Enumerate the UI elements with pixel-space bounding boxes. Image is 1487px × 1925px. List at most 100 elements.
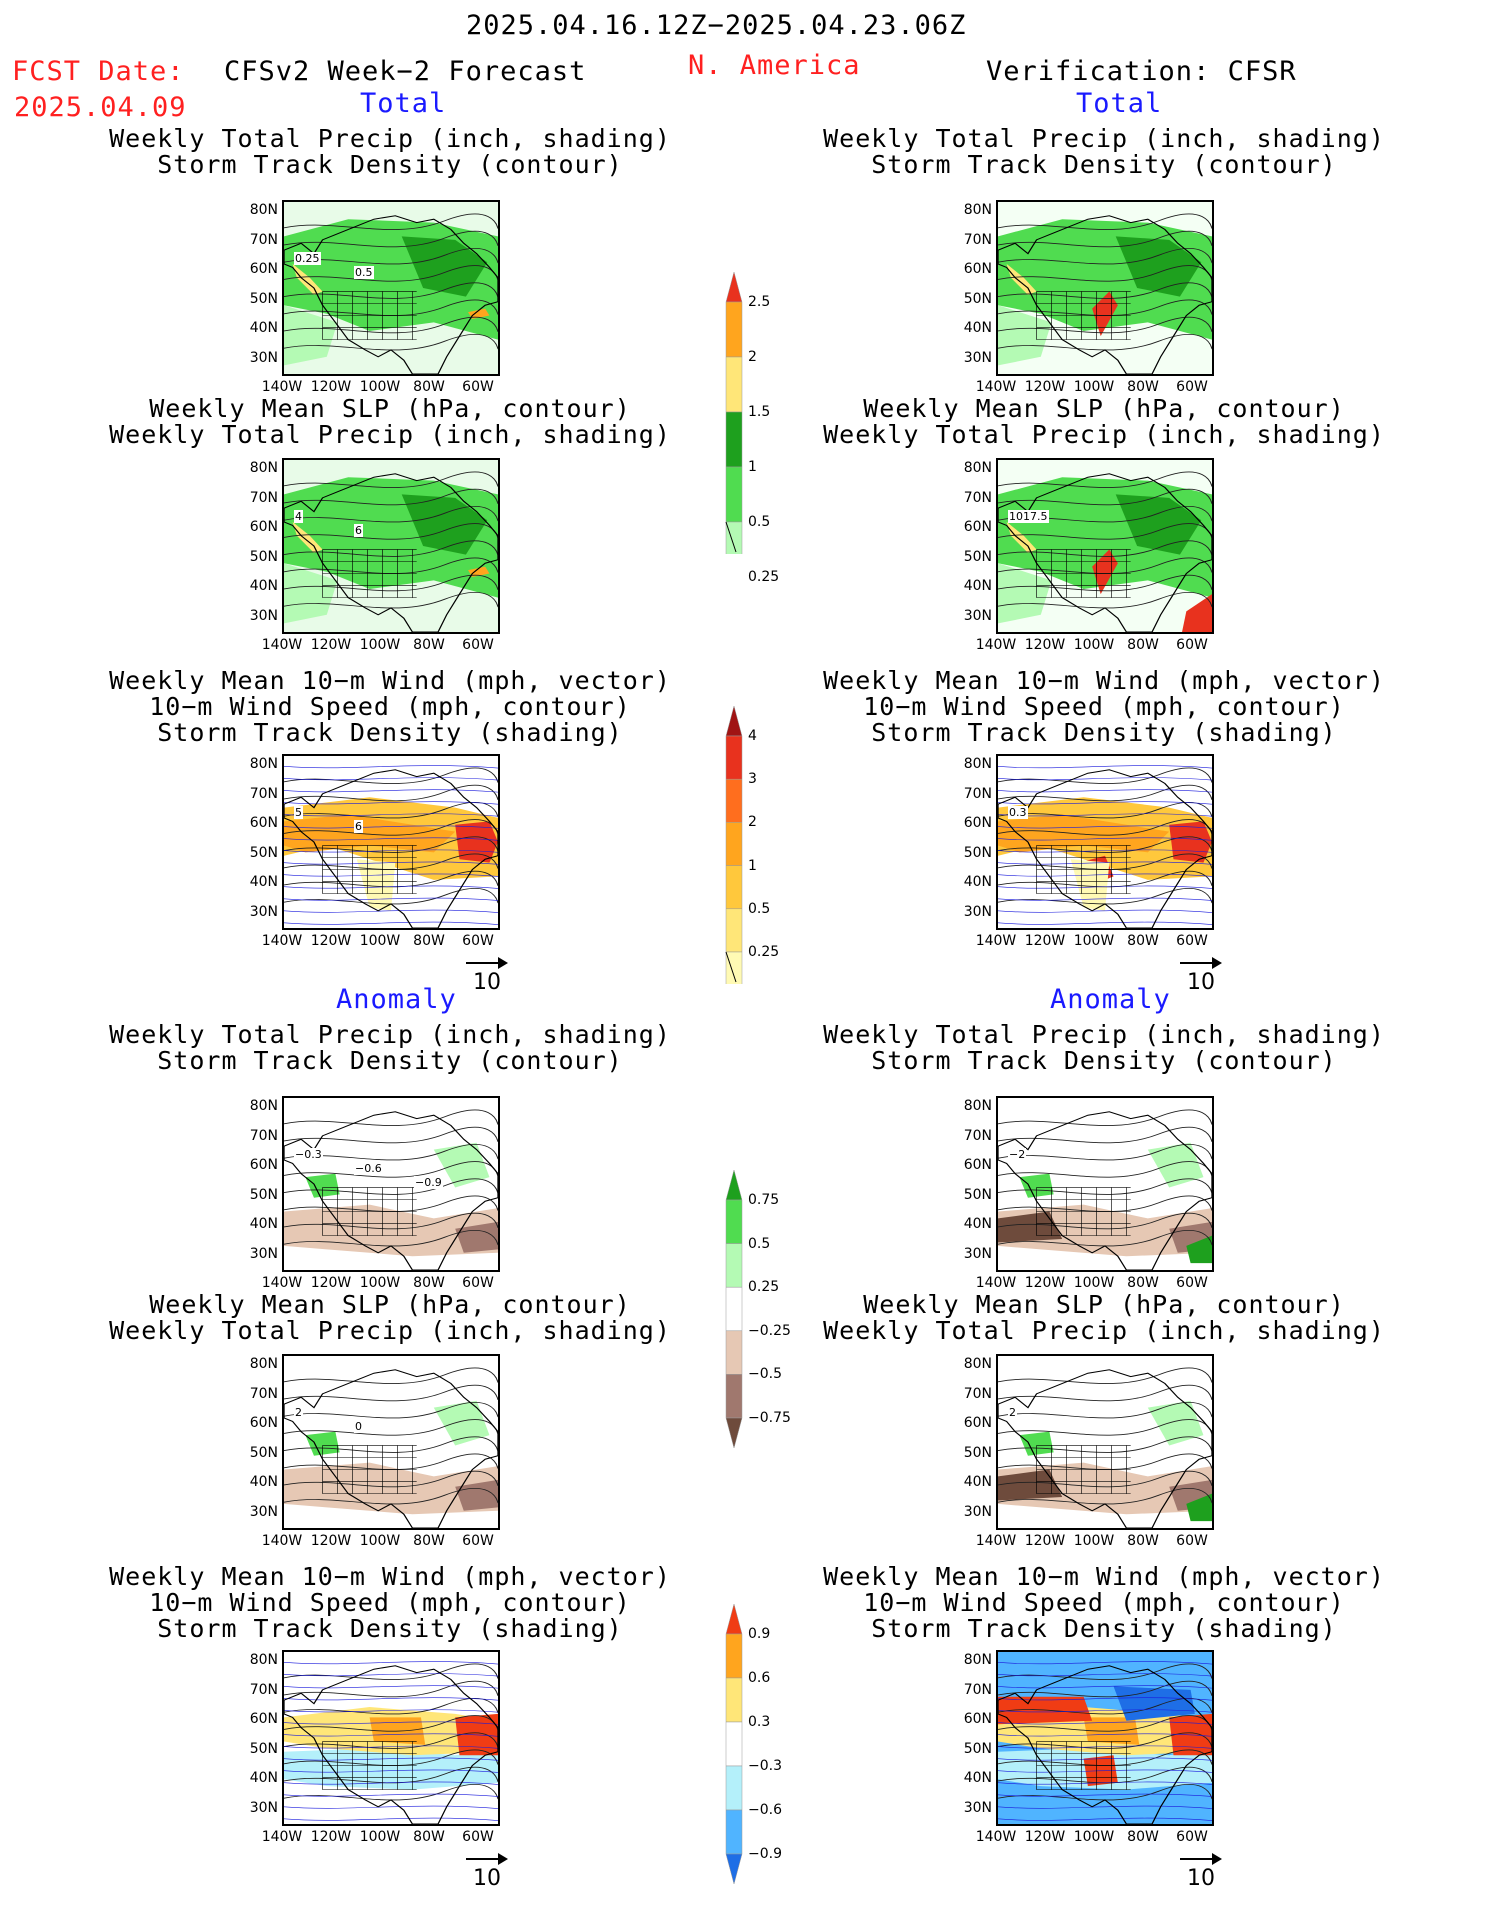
arrow-right-icon (462, 1852, 512, 1866)
panel-title-line: Storm Track Density (contour) (871, 1046, 1337, 1075)
arrow-right-icon (1176, 1852, 1226, 1866)
lat-tick-label: 30N (249, 349, 278, 366)
lat-tick-label: 50N (249, 1186, 278, 1203)
panel-title-line: Weekly Total Precip (inch, shading) (823, 1020, 1385, 1049)
panel-title-line: 10−m Wind Speed (mph, contour) (149, 692, 631, 721)
lon-tick-label: 100W (1073, 1533, 1115, 1549)
verification-title: Verification: CFSR (986, 56, 1297, 87)
map-graphic (998, 460, 1212, 632)
colorbar-label: 0.5 (748, 514, 771, 530)
lat-tick-label: 70N (249, 1681, 278, 1698)
panel-title-line: Weekly Mean SLP (hPa, contour) (863, 394, 1345, 423)
lon-tick-label: 80W (413, 379, 445, 395)
panel-title-line: Storm Track Density (shading) (871, 1614, 1337, 1643)
panel-title-line: Weekly Total Precip (inch, shading) (109, 124, 671, 153)
map-panel: 0.3 (996, 754, 1214, 930)
panel-title-line: Weekly Total Precip (inch, shading) (823, 420, 1385, 449)
lat-tick-label: 30N (249, 903, 278, 920)
lat-tick-label: 70N (963, 231, 992, 248)
colorbar-label: −0.3 (748, 1758, 782, 1774)
lat-tick-label: 80N (249, 1652, 278, 1668)
lat-tick-label: 50N (249, 844, 278, 861)
lon-tick-label: 100W (359, 379, 401, 395)
lat-tick-label: 40N (963, 578, 992, 594)
colorbar-label: 0.5 (748, 900, 771, 917)
colorbar-label: 1.5 (748, 404, 771, 420)
lon-tick-label: 140W (975, 1829, 1017, 1845)
lat-tick-label: 70N (963, 489, 992, 506)
colorbar-label: −0.25 (748, 1322, 791, 1339)
panel-title-line: Weekly Mean 10−m Wind (mph, vector) (109, 1562, 671, 1591)
panel-title-line: Storm Track Density (shading) (157, 718, 623, 747)
lat-tick-label: 60N (249, 261, 278, 277)
lat-tick-label: 70N (249, 489, 278, 506)
map-graphic (284, 1652, 498, 1824)
lat-tick-label: 60N (249, 815, 278, 831)
colorbar-label: 0.25 (748, 1279, 780, 1296)
lat-tick-label: 40N (249, 1216, 278, 1232)
section-anomaly-right: Anomaly (1050, 984, 1171, 1015)
lon-tick-label: 60W (1176, 379, 1208, 395)
lon-tick-label: 120W (1024, 933, 1066, 949)
lat-tick-label: 30N (249, 607, 278, 624)
colorbar-label: 3 (748, 771, 757, 788)
colorbar-label: 0.25 (748, 569, 780, 585)
colorbar-label: −0.6 (748, 1802, 782, 1818)
lat-tick-label: 30N (249, 1503, 278, 1520)
map-graphic (284, 202, 498, 374)
lat-tick-label: 70N (249, 785, 278, 802)
lon-tick-label: 80W (413, 1275, 445, 1291)
lon-tick-label: 120W (310, 1533, 352, 1549)
lon-tick-label: 120W (1024, 1829, 1066, 1845)
colorbar-label: 0.9 (748, 1626, 771, 1642)
lon-tick-label: 120W (310, 637, 352, 653)
contour-label: 0 (354, 1420, 363, 1433)
lon-tick-label: 140W (261, 1533, 303, 1549)
lat-tick-label: 30N (963, 1799, 992, 1816)
map-graphic (284, 1098, 498, 1270)
map-graphic (998, 202, 1212, 374)
lat-tick-label: 50N (249, 548, 278, 565)
contour-label: 1017.5 (1008, 510, 1049, 523)
vector-reference-label: 10 (1187, 1866, 1215, 1891)
lat-tick-label: 60N (963, 815, 992, 831)
arrow-right-icon (462, 956, 512, 970)
lon-tick-label: 80W (1127, 1275, 1159, 1291)
lon-tick-label: 80W (1127, 637, 1159, 653)
panel-title-line: Weekly Total Precip (inch, shading) (823, 1316, 1385, 1345)
panel-title-line: Storm Track Density (contour) (871, 150, 1337, 179)
lat-tick-label: 80N (963, 460, 992, 476)
panel-title-line: Weekly Mean SLP (hPa, contour) (149, 394, 631, 423)
colorbar-label: 0.6 (748, 1670, 771, 1686)
map-graphic (998, 756, 1212, 928)
lon-tick-label: 120W (310, 1829, 352, 1845)
colorbar (725, 706, 743, 984)
lon-tick-label: 100W (1073, 637, 1115, 653)
lat-tick-label: 50N (249, 1740, 278, 1757)
lat-tick-label: 40N (963, 1474, 992, 1490)
colorbar-label: −0.75 (748, 1410, 791, 1426)
lat-tick-label: 60N (963, 519, 992, 535)
lat-tick-label: 30N (249, 1245, 278, 1262)
map-panel: 0.25 0.5 (282, 200, 500, 376)
lon-tick-label: 60W (462, 637, 494, 653)
lat-tick-label: 80N (249, 202, 278, 218)
panel-title-line: Weekly Mean 10−m Wind (mph, vector) (823, 1562, 1385, 1591)
lat-tick-label: 80N (963, 1652, 992, 1668)
lat-tick-label: 30N (963, 349, 992, 366)
map-panel: 1017.5 (996, 458, 1214, 634)
panel-title-line: 10−m Wind Speed (mph, contour) (863, 1588, 1345, 1617)
colorbar-label: 2 (748, 814, 757, 831)
lat-tick-label: 50N (963, 844, 992, 861)
lon-tick-label: 60W (1176, 1533, 1208, 1549)
colorbar-label: 0.75 (748, 1192, 780, 1208)
panel-title-line: 10−m Wind Speed (mph, contour) (149, 1588, 631, 1617)
map-graphic (284, 756, 498, 928)
model-title: CFSv2 Week−2 Forecast (224, 56, 587, 87)
colorbar-label: 1 (748, 857, 757, 874)
map-panel (996, 1650, 1214, 1826)
lat-tick-label: 60N (249, 1157, 278, 1173)
colorbar-label: 0.3 (748, 1714, 771, 1730)
contour-label: −0.3 (294, 1148, 323, 1161)
section-total-right: Total (1076, 88, 1163, 119)
